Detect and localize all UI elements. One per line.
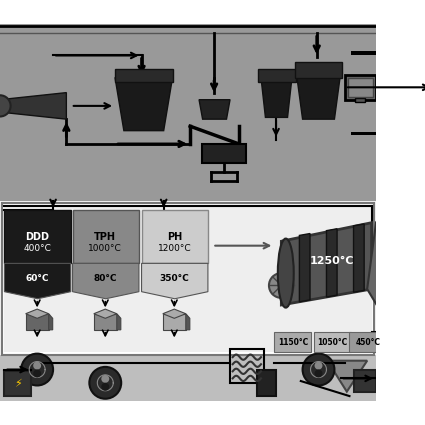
Circle shape — [21, 354, 53, 385]
Bar — [230, 349, 264, 383]
Polygon shape — [367, 223, 402, 333]
Bar — [115, 69, 173, 82]
Text: PH: PH — [167, 232, 182, 242]
Bar — [376, 47, 383, 139]
Bar — [348, 78, 373, 97]
Bar — [274, 332, 312, 352]
Polygon shape — [48, 314, 53, 330]
Polygon shape — [117, 314, 121, 330]
Text: 1150°C: 1150°C — [278, 337, 308, 347]
Polygon shape — [26, 309, 48, 318]
Polygon shape — [186, 314, 190, 330]
Bar — [354, 370, 376, 392]
Polygon shape — [296, 73, 340, 119]
Text: TPH: TPH — [94, 232, 116, 242]
Polygon shape — [0, 93, 66, 119]
Bar — [295, 62, 343, 78]
Bar — [26, 314, 48, 330]
Text: DDD: DDD — [25, 232, 49, 242]
Text: 450°C: 450°C — [356, 337, 380, 347]
Circle shape — [33, 362, 41, 370]
Text: 80°C: 80°C — [94, 274, 117, 283]
Bar — [94, 314, 117, 330]
Bar — [0, 25, 376, 255]
Text: 350°C: 350°C — [160, 274, 190, 283]
Text: 400°C: 400°C — [23, 244, 51, 253]
Bar — [0, 354, 376, 400]
Polygon shape — [73, 264, 139, 299]
Circle shape — [101, 375, 109, 383]
Bar — [0, 356, 376, 400]
Polygon shape — [199, 100, 230, 119]
Circle shape — [89, 367, 121, 399]
Text: 1250°C: 1250°C — [309, 256, 354, 266]
Circle shape — [314, 362, 323, 370]
Polygon shape — [354, 224, 364, 292]
Bar — [142, 210, 208, 264]
Bar — [202, 144, 246, 163]
Polygon shape — [142, 264, 208, 299]
Circle shape — [0, 95, 11, 116]
Bar — [345, 75, 376, 100]
Polygon shape — [261, 78, 292, 117]
Polygon shape — [94, 309, 117, 318]
Bar — [314, 332, 351, 352]
Circle shape — [303, 354, 334, 385]
Circle shape — [314, 370, 323, 377]
Polygon shape — [281, 223, 371, 305]
Bar — [355, 98, 366, 102]
Bar — [257, 370, 276, 396]
Bar — [349, 332, 387, 352]
Ellipse shape — [278, 238, 294, 308]
Polygon shape — [115, 78, 173, 130]
Circle shape — [33, 370, 41, 377]
Bar — [163, 314, 186, 330]
Polygon shape — [163, 309, 186, 318]
Text: 1200°C: 1200°C — [158, 244, 191, 253]
Text: ⚡: ⚡ — [14, 379, 22, 389]
Bar — [351, 51, 409, 54]
Bar — [4, 371, 31, 396]
Bar — [4, 206, 371, 352]
Bar — [0, 201, 376, 356]
Polygon shape — [327, 361, 367, 392]
Polygon shape — [4, 264, 71, 299]
Bar — [73, 210, 139, 264]
Bar — [258, 69, 295, 82]
Text: 60°C: 60°C — [26, 274, 49, 283]
Circle shape — [269, 273, 294, 298]
Polygon shape — [326, 229, 337, 297]
Polygon shape — [299, 234, 310, 302]
Bar — [351, 132, 409, 135]
Bar — [2, 203, 374, 354]
Bar — [4, 210, 71, 264]
Text: 1050°C: 1050°C — [317, 337, 348, 347]
Circle shape — [101, 383, 109, 391]
Text: 1000°C: 1000°C — [88, 244, 122, 253]
Bar — [380, 51, 425, 130]
